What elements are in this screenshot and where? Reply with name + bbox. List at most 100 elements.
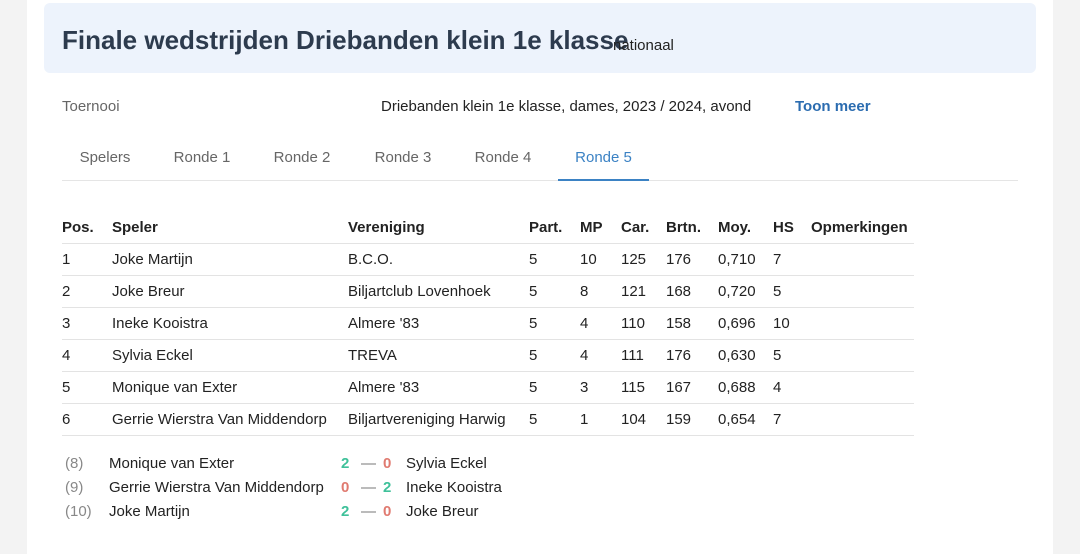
table-row: 1 Joke Martijn B.C.O. 5 10 125 176 0,710… [62,242,914,275]
round-tabs: Spelers Ronde 1 Ronde 2 Ronde 3 Ronde 4 … [62,137,1018,181]
cell-moy: 0,654 [718,402,773,436]
tab-ronde-1[interactable]: Ronde 1 [173,149,231,166]
match-score-1: 2 [341,503,350,520]
page-header: Finale wedstrijden Driebanden klein 1e k… [44,3,1036,73]
table-row: 2 Joke Breur Biljartclub Lovenhoek 5 8 1… [62,274,914,307]
cell-brtn: 158 [666,306,718,339]
cell-moy: 0,710 [718,242,773,275]
tab-ronde-4[interactable]: Ronde 4 [474,149,532,166]
content-card: Finale wedstrijden Driebanden klein 1e k… [27,0,1053,554]
table-row: 3 Ineke Kooistra Almere '83 5 4 110 158 … [62,306,914,339]
match-player-1: Joke Martijn [109,503,190,520]
cell-pos: 2 [62,274,112,307]
standings-table: Pos. Speler Vereniging Part. MP Car. Brt… [62,212,914,436]
cell-mp: 4 [580,306,621,339]
tab-spelers[interactable]: Spelers [79,149,131,166]
cell-mp: 10 [580,242,621,275]
cell-moy: 0,630 [718,338,773,371]
col-vereniging: Vereniging [348,218,425,236]
table-row: 5 Monique van Exter Almere '83 5 3 115 1… [62,370,914,403]
cell-speler: Joke Martijn [112,242,348,275]
cell-pos: 1 [62,242,112,275]
cell-opmerkingen [811,402,914,436]
tab-ronde-3[interactable]: Ronde 3 [374,149,432,166]
col-speler: Speler [112,218,158,236]
page-title: Finale wedstrijden Driebanden klein 1e k… [62,25,629,55]
tournament-value: Driebanden klein 1e klasse, dames, 2023 … [381,98,752,115]
cell-hs: 5 [773,338,811,371]
cell-moy: 0,688 [718,370,773,403]
cell-speler: Sylvia Eckel [112,338,348,371]
col-moy: Moy. [718,218,752,236]
col-brtn: Brtn. [666,218,701,236]
table-header-row: Pos. Speler Vereniging Part. MP Car. Brt… [62,212,914,243]
table-row: 4 Sylvia Eckel TREVA 5 4 111 176 0,630 5 [62,338,914,371]
cell-mp: 1 [580,402,621,436]
col-pos: Pos. [62,218,94,236]
cell-car: 104 [621,402,666,436]
cell-hs: 10 [773,306,811,339]
match-player-2: Sylvia Eckel [406,455,487,472]
cell-hs: 7 [773,402,811,436]
cell-car: 115 [621,370,666,403]
cell-pos: 4 [62,338,112,371]
cell-vereniging: Biljartclub Lovenhoek [348,274,529,307]
match-row: (10) Joke Martijn 2 — 0 Joke Breur [62,500,562,524]
cell-speler: Gerrie Wierstra Van Middendorp [112,402,348,436]
tab-ronde-2[interactable]: Ronde 2 [273,149,331,166]
cell-moy: 0,720 [718,274,773,307]
match-score-2: 0 [383,455,392,472]
match-player-1: Gerrie Wierstra Van Middendorp [109,479,324,496]
cell-part: 5 [529,274,580,307]
match-results: (8) Monique van Exter 2 — 0 Sylvia Eckel… [62,452,562,524]
cell-vereniging: TREVA [348,338,529,371]
cell-hs: 7 [773,242,811,275]
tab-ronde-5[interactable]: Ronde 5 [558,137,649,181]
cell-brtn: 168 [666,274,718,307]
cell-part: 5 [529,338,580,371]
match-number: (8) [65,455,84,472]
cell-moy: 0,696 [718,306,773,339]
cell-car: 110 [621,306,666,339]
cell-mp: 8 [580,274,621,307]
cell-mp: 3 [580,370,621,403]
cell-speler: Monique van Exter [112,370,348,403]
cell-opmerkingen [811,274,914,307]
match-player-2: Joke Breur [406,503,479,520]
match-row: (9) Gerrie Wierstra Van Middendorp 0 — 2… [62,476,562,500]
col-mp: MP [580,218,603,236]
cell-brtn: 176 [666,242,718,275]
cell-mp: 4 [580,338,621,371]
match-score-2: 0 [383,503,392,520]
show-more-link[interactable]: Toon meer [795,98,871,115]
col-opmerkingen: Opmerkingen [811,218,908,236]
col-part: Part. [529,218,563,236]
cell-vereniging: Almere '83 [348,306,529,339]
cell-part: 5 [529,370,580,403]
cell-part: 5 [529,306,580,339]
cell-opmerkingen [811,370,914,403]
cell-hs: 4 [773,370,811,403]
cell-car: 121 [621,274,666,307]
match-dash: — [361,455,376,472]
cell-vereniging: Biljartvereniging Harwig [348,402,529,436]
cell-vereniging: B.C.O. [348,242,529,275]
table-row: 6 Gerrie Wierstra Van Middendorp Biljart… [62,402,914,436]
cell-brtn: 167 [666,370,718,403]
cell-opmerkingen [811,242,914,275]
match-score-1: 0 [341,479,350,496]
match-score-2: 2 [383,479,392,496]
match-score-1: 2 [341,455,350,472]
match-player-1: Monique van Exter [109,455,235,472]
cell-speler: Joke Breur [112,274,348,307]
match-player-2: Ineke Kooistra [406,479,502,496]
cell-pos: 5 [62,370,112,403]
cell-pos: 6 [62,402,112,436]
col-hs: HS [773,218,794,236]
cell-speler: Ineke Kooistra [112,306,348,339]
cell-part: 5 [529,402,580,436]
col-car: Car. [621,218,650,236]
cell-opmerkingen [811,338,914,371]
cell-opmerkingen [811,306,914,339]
match-dash: — [361,479,376,496]
